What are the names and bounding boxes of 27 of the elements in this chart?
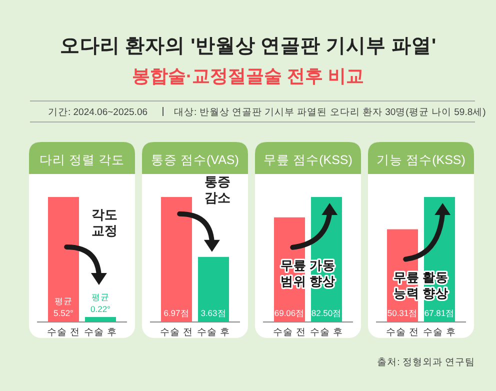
- x-tick-label: 수술 후: [84, 327, 117, 338]
- chart-title: 통증 점수(VAS): [151, 153, 239, 167]
- data-label: 평균 0.22°: [90, 292, 110, 314]
- chart-title: 무릎 점수(KSS): [264, 153, 352, 167]
- data-label: 69.06점: [274, 308, 305, 318]
- data-label: 50.31점: [387, 308, 418, 318]
- x-tick-label: 수술 후: [423, 327, 456, 338]
- data-label: 82.50점: [311, 308, 342, 318]
- text: 봉합술·교정절골술 전후 비교: [132, 66, 364, 86]
- annotation: 각도 교정: [92, 207, 118, 238]
- x-tick-label: 수술 전: [386, 327, 419, 338]
- data-label: 평균 5.52°: [54, 296, 74, 318]
- x-tick-label: 수술 전: [47, 327, 80, 338]
- x-tick-label: 수술 후: [197, 327, 230, 338]
- annotation: 통증 감소: [204, 174, 230, 205]
- chart-title: 기능 점수(KSS): [376, 153, 466, 167]
- data-label: 67.81점: [424, 308, 455, 318]
- text: 오다리 환자의 '반월상 연골판 기시부 파열': [60, 35, 436, 57]
- text: 대상: 반월상 연골판 기시부 파열된 오다리 환자 30명(평균 나이 59.8세): [174, 107, 486, 118]
- data-label: 6.97점: [164, 308, 190, 318]
- text: 기간: 2024.06~2025.06: [48, 107, 148, 118]
- source-note: 출처: 정형외과 연구팀: [377, 357, 475, 368]
- x-tick-label: 수술 후: [310, 327, 343, 338]
- x-tick-label: 수술 전: [160, 327, 193, 338]
- x-tick-label: 수술 전: [273, 327, 306, 338]
- chart-title: 다리 정렬 각도: [40, 153, 124, 167]
- data-label: 3.63점: [200, 308, 226, 318]
